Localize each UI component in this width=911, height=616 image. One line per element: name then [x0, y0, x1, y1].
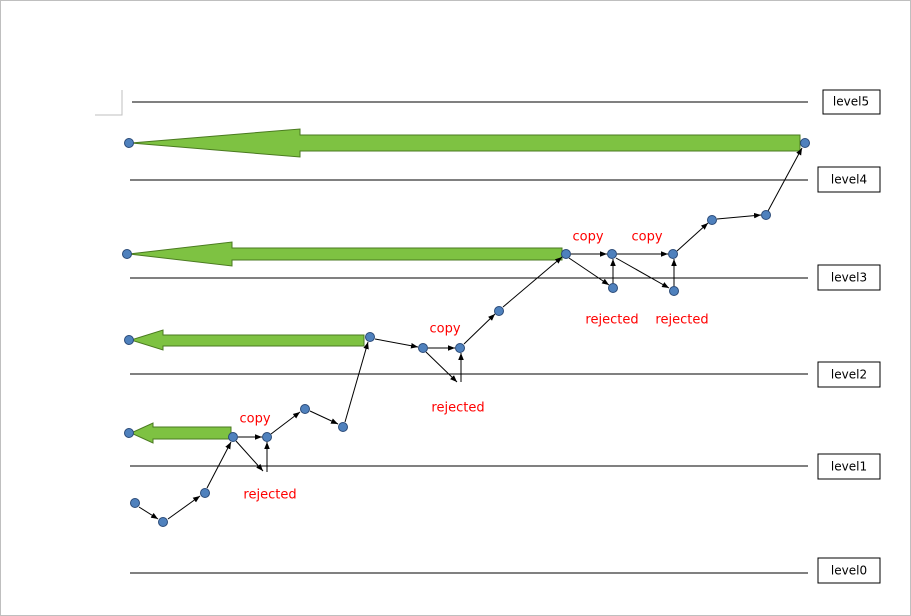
node: [418, 343, 428, 353]
level-box: [822, 89, 881, 115]
node: [124, 138, 134, 148]
copy-label: copy: [429, 322, 460, 337]
arrow: [138, 506, 159, 520]
node: [124, 335, 134, 345]
level-boxes: level5 level4 level3 level2 level1 level…: [817, 89, 881, 584]
node: [668, 249, 678, 259]
level-box: [817, 361, 881, 388]
arrow: [167, 495, 201, 520]
annotations: copy copy copy copy rejected rejected re…: [239, 230, 708, 503]
big-arrow: [130, 128, 801, 158]
node: [800, 138, 810, 148]
node: [262, 432, 272, 442]
level-label: level2: [831, 368, 867, 382]
node: [608, 283, 618, 293]
level-box: [817, 453, 881, 480]
node: [124, 428, 134, 438]
corner-mark: [95, 90, 123, 116]
nodes: [122, 138, 810, 527]
node: [707, 215, 717, 225]
big-arrow: [129, 422, 232, 444]
arrow: [676, 222, 709, 252]
arrow: [568, 257, 610, 286]
node: [122, 249, 132, 259]
node: [669, 286, 679, 296]
copy-label: copy: [631, 230, 662, 245]
node: [761, 210, 771, 220]
arrow: [502, 256, 563, 308]
copy-label: copy: [239, 412, 270, 427]
level-label: level1: [831, 460, 867, 474]
level-lines: [130, 101, 808, 574]
arrow: [716, 212, 762, 220]
arrow: [767, 147, 803, 212]
arrow: [309, 410, 339, 425]
arrows: [138, 147, 803, 520]
green-arrows: [128, 128, 801, 444]
big-arrow: [128, 241, 563, 267]
copy-label: copy: [572, 230, 603, 245]
node: [130, 498, 140, 508]
rejected-label: rejected: [243, 488, 296, 503]
level-label: level5: [833, 95, 869, 109]
arrow: [270, 411, 301, 435]
node: [561, 249, 571, 259]
node: [365, 332, 375, 342]
arrow: [344, 341, 369, 423]
level-box: [817, 166, 881, 193]
rejected-label: rejected: [655, 313, 708, 328]
node: [200, 488, 210, 498]
node: [228, 432, 238, 442]
rejected-label: rejected: [585, 313, 638, 328]
big-arrow: [129, 329, 365, 351]
node: [607, 249, 617, 259]
node: [455, 343, 465, 353]
arrow: [425, 351, 458, 383]
level-box: [817, 557, 881, 584]
arrow: [235, 440, 264, 472]
arrow: [374, 338, 419, 349]
level-label: level3: [831, 271, 867, 285]
node: [338, 422, 348, 432]
rejected-label: rejected: [431, 401, 484, 416]
arrow: [206, 441, 232, 489]
node: [158, 517, 168, 527]
level-box: [817, 264, 881, 291]
level-label: level4: [831, 173, 867, 187]
node: [300, 404, 310, 414]
node: [494, 306, 504, 316]
level-label: level0: [831, 564, 867, 578]
arrow: [463, 313, 496, 345]
arrow: [615, 257, 670, 289]
